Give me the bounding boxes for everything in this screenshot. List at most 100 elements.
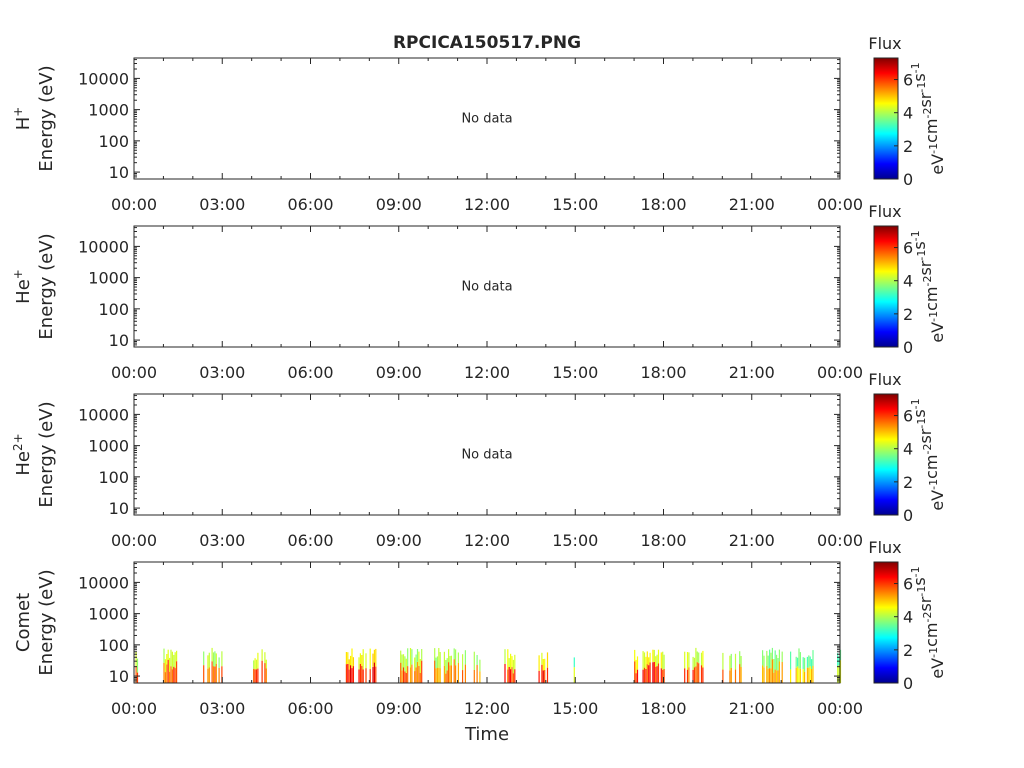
x-tick-label: 12:00	[464, 699, 510, 718]
flux-stripe	[164, 659, 166, 673]
no-data-label: No data	[461, 112, 512, 127]
flux-stripe	[808, 667, 810, 683]
flux-stripe	[730, 668, 732, 683]
flux-stripe	[642, 669, 644, 683]
flux-stripe	[695, 666, 697, 683]
flux-stripe	[215, 653, 217, 664]
flux-stripe	[507, 669, 509, 683]
flux-stripe	[811, 669, 813, 683]
x-tick-label: 21:00	[729, 363, 775, 382]
flux-stripe	[373, 662, 375, 683]
flux-stripe	[767, 655, 769, 669]
flux-stripe	[443, 651, 445, 666]
flux-stripe	[686, 652, 689, 670]
unit-part: -2	[921, 108, 934, 119]
flux-stripe	[174, 668, 176, 683]
flux-stripe	[514, 669, 516, 683]
flux-burst	[538, 652, 549, 683]
flux-stripe	[479, 671, 481, 683]
flux-stripe	[510, 669, 512, 683]
species-label: He+	[11, 269, 34, 304]
x-tick-label: 21:00	[729, 195, 775, 214]
species-name: He	[13, 279, 34, 304]
unit-part: eV	[928, 490, 947, 511]
y-tick-label: 10	[109, 667, 129, 686]
flux-stripe	[511, 667, 513, 683]
flux-stripe	[453, 648, 455, 660]
flux-stripe	[464, 650, 466, 665]
flux-stripe	[167, 659, 169, 683]
species-charge: 2+	[11, 433, 25, 451]
flux-stripe	[350, 665, 352, 683]
flux-stripe	[573, 667, 575, 683]
flux-stripe	[462, 654, 464, 671]
y-axis-label: Energy (eV)	[36, 401, 57, 507]
y-tick-label: 1000	[88, 437, 129, 456]
flux-stripe	[439, 652, 441, 669]
flux-stripe	[693, 667, 696, 683]
flux-stripe	[369, 669, 371, 683]
y-axis-label: Energy (eV)	[36, 569, 57, 675]
flux-stripe	[347, 652, 349, 664]
flux-burst	[790, 648, 814, 683]
flux-stripe	[635, 659, 637, 674]
flux-stripe	[253, 660, 255, 669]
colorbar-tick-label: 4	[903, 608, 913, 627]
species-charge: +	[11, 107, 25, 117]
flux-stripe	[636, 656, 639, 670]
flux-stripe	[402, 654, 405, 668]
flux-stripe	[795, 656, 797, 668]
flux-stripe	[734, 669, 737, 683]
flux-stripe	[634, 649, 636, 662]
flux-stripe	[351, 648, 353, 669]
flux-stripe	[358, 669, 360, 683]
flux-stripe	[166, 654, 168, 665]
flux-stripe	[512, 659, 514, 674]
flux-stripe	[362, 649, 364, 670]
x-tick-label: 00:00	[817, 531, 863, 550]
flux-stripe	[730, 653, 732, 668]
flux-stripe	[636, 669, 639, 683]
flux-stripe	[762, 650, 764, 666]
flux-stripe	[655, 656, 657, 667]
flux-stripe	[573, 657, 575, 668]
flux-stripe	[778, 649, 780, 662]
flux-stripe	[684, 651, 686, 669]
flux-stripe	[407, 648, 409, 666]
flux-stripe	[449, 665, 451, 683]
y-tick-label: 100	[98, 132, 129, 151]
flux-stripe	[797, 666, 799, 683]
flux-stripe	[662, 651, 664, 670]
x-tick-label: 15:00	[552, 531, 598, 550]
flux-stripe	[446, 658, 448, 671]
flux-stripe	[345, 652, 347, 665]
colorbar-tick-label: 6	[903, 71, 913, 90]
unit-part: s	[910, 241, 929, 249]
flux-stripe	[769, 649, 771, 669]
flux-stripe	[446, 670, 448, 683]
flux-stripe	[542, 659, 544, 671]
unit-part: s	[910, 73, 929, 81]
unit-part: sr	[916, 596, 935, 611]
flux-stripe	[375, 648, 377, 667]
flux-stripe	[476, 655, 478, 665]
unit-part: sr	[916, 260, 935, 275]
flux-stripe	[411, 649, 413, 665]
x-tick-label: 03:00	[199, 531, 245, 550]
flux-stripe	[798, 648, 800, 669]
colorbar-gradient	[873, 225, 899, 348]
species-label: H+	[11, 107, 34, 131]
flux-stripe	[837, 666, 839, 683]
flux-stripe	[211, 647, 213, 662]
flux-stripe	[542, 670, 544, 683]
flux-stripe	[462, 670, 464, 683]
flux-stripe	[700, 665, 703, 683]
flux-stripe	[778, 661, 780, 683]
panels: 00:00 03:00 06:00 09:00 12:00 15:00 18:00 21:00…	[11, 34, 947, 745]
flux-stripe	[653, 649, 655, 662]
flux-stripe	[696, 651, 698, 663]
colorbar-tick-label: 4	[903, 440, 913, 459]
colorbar-tick-label: 2	[903, 473, 913, 492]
unit-part: cm	[922, 455, 941, 479]
